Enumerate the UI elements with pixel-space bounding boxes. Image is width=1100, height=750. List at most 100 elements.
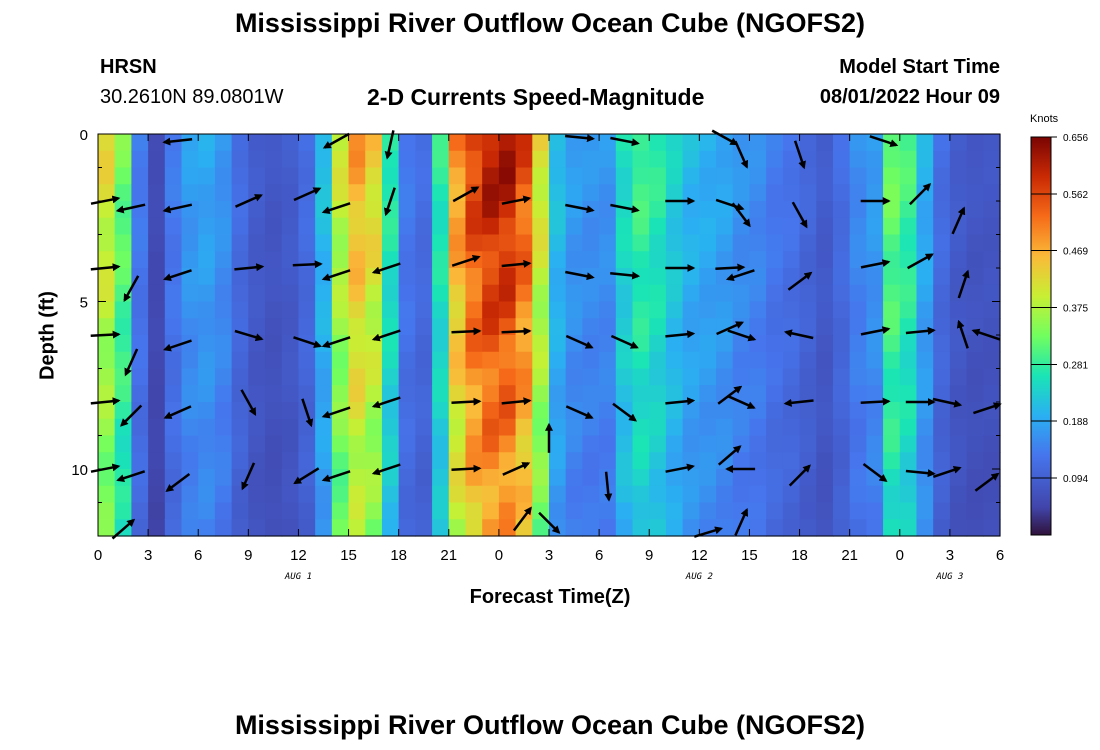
heatmap-cell bbox=[148, 251, 166, 269]
heatmap-cell bbox=[682, 368, 700, 386]
heatmap-cell bbox=[265, 435, 283, 453]
heatmap-cell bbox=[916, 402, 934, 420]
heatmap-cell bbox=[649, 385, 667, 403]
heatmap-cell bbox=[649, 469, 667, 487]
heatmap-cell bbox=[248, 167, 266, 185]
heatmap-cell bbox=[582, 251, 600, 269]
heatmap-cell bbox=[665, 469, 684, 487]
heatmap-cell bbox=[432, 435, 450, 453]
current-vector bbox=[163, 339, 192, 352]
heatmap-cell bbox=[298, 519, 316, 537]
heatmap-cell bbox=[415, 201, 433, 219]
heatmap-cell bbox=[849, 201, 867, 219]
heatmap-cell bbox=[749, 234, 767, 252]
footer-title: Mississippi River Outflow Ocean Cube (NG… bbox=[234, 710, 866, 740]
heatmap-cell bbox=[866, 385, 884, 403]
heatmap-cell bbox=[398, 452, 416, 470]
heatmap-cell bbox=[849, 502, 867, 520]
heatmap-cell bbox=[415, 184, 433, 202]
heatmap-cell bbox=[148, 469, 166, 487]
heatmap-cell bbox=[933, 268, 951, 286]
heatmap-cell bbox=[381, 301, 400, 319]
heatmap-cell bbox=[749, 418, 767, 437]
heatmap-cell bbox=[98, 502, 116, 520]
heatmap-cell bbox=[599, 201, 617, 219]
heatmap-cell bbox=[615, 201, 634, 219]
heatmap-cell bbox=[265, 134, 283, 152]
heatmap-cell bbox=[381, 351, 400, 370]
heatmap-cell bbox=[114, 435, 132, 453]
heatmap-cell bbox=[549, 251, 567, 269]
heatmap-cell bbox=[749, 167, 767, 185]
current-vector bbox=[693, 526, 724, 538]
heatmap-cell bbox=[983, 519, 1001, 537]
heatmap-cell bbox=[799, 435, 817, 453]
heatmap-cell bbox=[164, 519, 183, 537]
heatmap-cell bbox=[181, 335, 199, 353]
heatmap-cell bbox=[816, 368, 834, 386]
heatmap-cell bbox=[114, 167, 132, 185]
heatmap-cell bbox=[398, 284, 416, 303]
current-vector bbox=[293, 187, 322, 202]
heatmap-cell bbox=[265, 217, 283, 236]
heatmap-cell bbox=[515, 368, 533, 386]
heatmap-cell bbox=[148, 167, 166, 185]
colorbar-ticks: 0.656 0.562 0.469 0.375 0.281 0.188 0.094 bbox=[1031, 133, 1088, 485]
heatmap-cell bbox=[699, 351, 717, 370]
heatmap-cell bbox=[782, 351, 801, 370]
heatmap-cell bbox=[198, 418, 216, 437]
heatmap-cell bbox=[315, 452, 333, 470]
heatmap-cell bbox=[181, 150, 199, 169]
current-vector bbox=[163, 405, 192, 419]
heatmap-cell bbox=[515, 351, 533, 370]
heatmap-cell bbox=[381, 502, 400, 520]
heatmap-cell bbox=[949, 368, 968, 386]
heatmap-cell bbox=[916, 418, 934, 437]
current-vector bbox=[116, 470, 146, 483]
heatmap-cell bbox=[298, 435, 316, 453]
heatmap-cell bbox=[966, 502, 984, 520]
current-vector bbox=[234, 194, 263, 208]
heatmap-cell bbox=[131, 134, 149, 152]
heatmap-cell bbox=[148, 351, 166, 370]
heatmap-cell bbox=[515, 469, 533, 487]
heatmap-cell bbox=[298, 134, 316, 152]
heatmap-cell bbox=[599, 418, 617, 437]
heatmap-cell bbox=[448, 284, 467, 303]
heatmap-cell bbox=[465, 201, 483, 219]
heatmap-cell bbox=[315, 502, 333, 520]
heatmap-cell bbox=[632, 251, 650, 269]
heatmap-cell bbox=[816, 402, 834, 420]
heatmap-cell bbox=[365, 251, 383, 269]
heatmap-cell bbox=[381, 167, 400, 185]
heatmap-cell bbox=[766, 217, 784, 236]
heatmap-cell bbox=[799, 134, 817, 152]
heatmap-cell bbox=[615, 134, 634, 152]
current-vector bbox=[604, 471, 613, 502]
heatmap-cell bbox=[782, 435, 801, 453]
heatmap-cell bbox=[482, 418, 500, 437]
heatmap-cell bbox=[766, 402, 784, 420]
heatmap-cell bbox=[699, 251, 717, 269]
heatmap-cell bbox=[582, 385, 600, 403]
heatmap-cell bbox=[348, 335, 366, 353]
heatmap-cell bbox=[331, 351, 350, 370]
heatmap-cell bbox=[315, 301, 333, 319]
heatmap-cell bbox=[164, 284, 183, 303]
heatmap-cell bbox=[883, 184, 901, 202]
heatmap-cell bbox=[665, 134, 684, 152]
heatmap-cell bbox=[866, 167, 884, 185]
heatmap-cell bbox=[699, 284, 717, 303]
heatmap-cell bbox=[749, 402, 767, 420]
heatmap-cell bbox=[665, 167, 684, 185]
heatmap-cell bbox=[916, 335, 934, 353]
heatmap-cell bbox=[599, 184, 617, 202]
heatmap-cell bbox=[949, 452, 968, 470]
heatmap-cell bbox=[315, 217, 333, 236]
heatmap-cell bbox=[949, 251, 968, 269]
heatmap-cell bbox=[231, 167, 249, 185]
heatmap-cell bbox=[649, 418, 667, 437]
heatmap-cell bbox=[181, 184, 199, 202]
current-vector bbox=[90, 195, 121, 205]
